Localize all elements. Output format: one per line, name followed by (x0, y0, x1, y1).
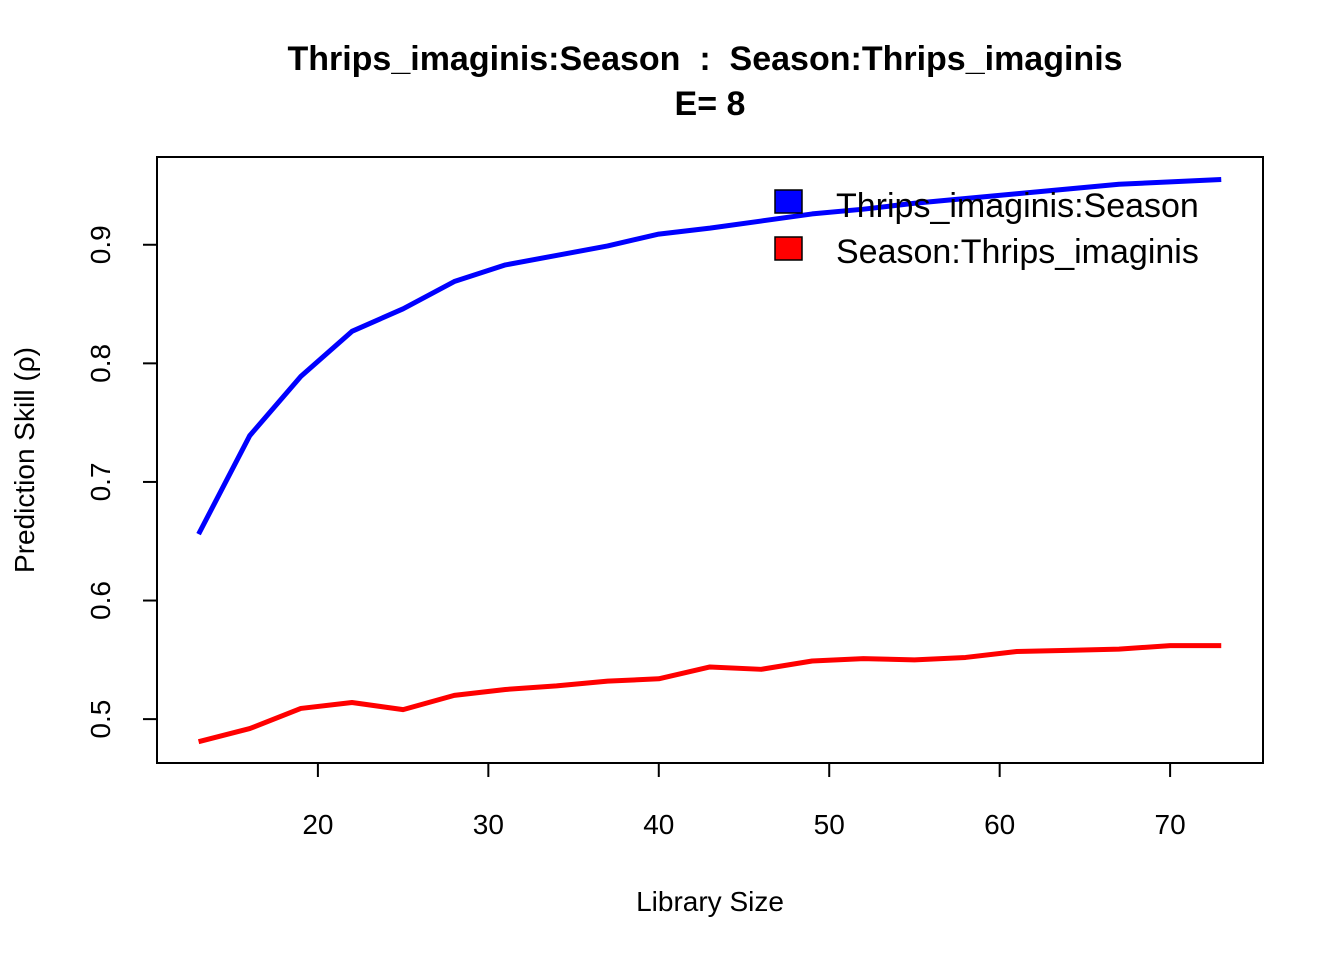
y-tick-label: 0.8 (85, 344, 116, 383)
x-tick-label: 60 (984, 809, 1015, 840)
series-line-1 (199, 646, 1222, 742)
y-tick-label: 0.7 (85, 462, 116, 501)
y-tick-label: 0.5 (85, 700, 116, 739)
x-tick-label: 30 (473, 809, 504, 840)
chart-title: Thrips_imaginis:Season : Season:Thrips_i… (287, 40, 1122, 78)
x-tick-label: 50 (814, 809, 845, 840)
chart-subtitle: E= 8 (675, 85, 746, 123)
y-axis: 0.5 0.6 0.7 0.8 0.9 (85, 225, 157, 738)
y-axis-label: Prediction Skill (ρ) (9, 347, 40, 573)
legend-swatch-blue (775, 190, 802, 213)
y-tick-label: 0.9 (85, 225, 116, 264)
legend-label: Thrips_imaginis:Season (836, 187, 1199, 225)
x-tick-label: 40 (643, 809, 674, 840)
legend-label: Season:Thrips_imaginis (836, 233, 1199, 271)
y-tick-label: 0.6 (85, 581, 116, 620)
x-axis: 20 30 40 50 60 70 (302, 763, 1185, 840)
x-axis-label: Library Size (636, 886, 784, 917)
legend: Thrips_imaginis:Season Season:Thrips_ima… (775, 187, 1199, 271)
x-tick-label: 70 (1155, 809, 1186, 840)
legend-swatch-red (775, 237, 802, 260)
x-tick-label: 20 (302, 809, 333, 840)
